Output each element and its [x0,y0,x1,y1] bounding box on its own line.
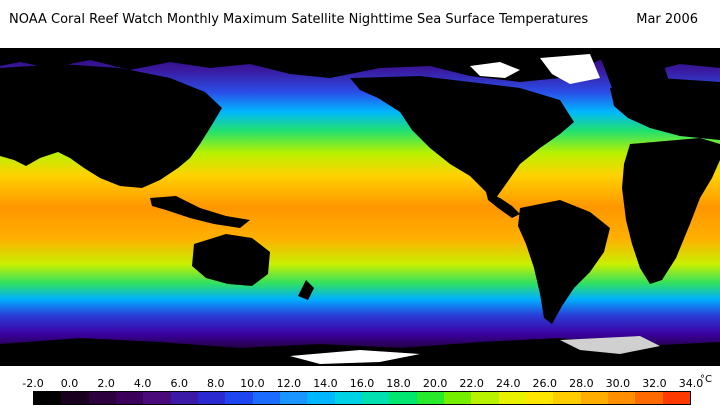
colorbar-swatch [471,392,499,404]
colorbar-tick-label: 0.0 [60,377,79,390]
colorbar-swatch [115,392,144,404]
colorbar-swatch [416,392,444,404]
sst-map-graphic [0,48,720,366]
colorbar-tick-label: 28.0 [569,377,594,390]
colorbar-swatch [607,392,636,404]
colorbar-swatch [662,392,690,404]
colorbar-tick-label: 32.0 [642,377,667,390]
colorbar-tick-label: -2.0 [22,377,44,390]
colorbar-tick-label: 2.0 [97,377,115,390]
colorbar-tick-label: 8.0 [207,377,225,390]
colorbar-swatch [443,392,472,404]
colorbar-swatch [389,392,417,404]
colorbar-tick-label: 18.0 [386,377,411,390]
colorbar-tick-label: 12.0 [276,377,302,390]
colorbar-swatch [498,392,526,404]
colorbar-swatch [307,392,335,404]
colorbar-tick-label: 6.0 [170,377,188,390]
colorbar-swatch [252,392,280,404]
colorbar-swatch [34,392,62,404]
colorbar-swatch [88,392,116,404]
colorbar-tick-label: 16.0 [349,377,375,390]
colorbar-tick-label: 14.0 [313,377,338,390]
temperature-colorbar [33,391,691,405]
colorbar-labels: -2.0 0.0 2.0 4.0 6.0 8.0 10.0 12.0 14.0 16.0 18.0 2… [0,374,720,391]
colorbar-swatch [580,392,608,404]
colorbar-tick-label: 20.0 [422,377,448,390]
colorbar-tick-label: 22.0 [459,377,484,390]
colorbar-swatch [143,392,171,404]
colorbar-swatch [361,392,390,404]
colorbar-swatch [225,392,253,404]
colorbar-unit-label: °C [700,374,712,385]
sst-map [0,48,720,366]
colorbar-swatch [170,392,198,404]
colorbar-swatch [197,392,226,404]
colorbar-swatch [61,392,89,404]
colorbar-swatch [553,392,581,404]
title-text: NOAA Coral Reef Watch Monthly Maximum Sa… [9,12,589,27]
colorbar-swatch [525,392,554,404]
colorbar-tick-label: 4.0 [133,377,152,390]
colorbar-swatch [279,392,308,404]
colorbar-tick-label: 10.0 [240,377,265,390]
colorbar-tick-label: 30.0 [605,377,631,390]
colorbar-tick-label: 34.0 [678,377,704,390]
colorbar-tick-label: 24.0 [495,377,521,390]
colorbar-tick-label: 26.0 [532,377,558,390]
colorbar-swatch [334,392,362,404]
title-date: Mar 2006 [636,12,698,27]
map-title: NOAA Coral Reef Watch Monthly Maximum Sa… [0,12,720,32]
colorbar-swatch [635,392,663,404]
